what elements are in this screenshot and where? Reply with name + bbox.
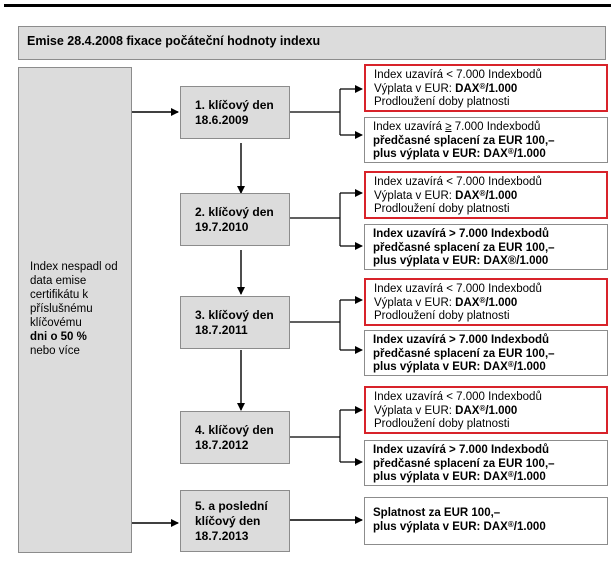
key-day-2: 2. klíčový den 19.7.2010	[180, 193, 290, 246]
condition-line: certifikátu k	[30, 289, 89, 301]
outcome-line: Index uzavírá ≥ 7.000 Indexbodů	[373, 121, 541, 133]
key-day-label: 4. klíčový den	[195, 423, 274, 437]
outcome-line: plus výplata v EUR: DAX®/1.000	[373, 147, 546, 161]
outcome-line: Index uzavírá > 7.000 Indexbodů	[373, 444, 550, 456]
outcome-above-kd1: Index uzavírá ≥ 7.000 Indexbodů předčasn…	[364, 117, 608, 163]
outcome-line: předčasné splacení za EUR 100,–	[373, 134, 555, 147]
outcome-line: Prodloužení doby platnosti	[374, 310, 510, 322]
outcome-line: Výplata v EUR: DAX®/1.000	[374, 188, 518, 202]
outcome-line: Index uzavírá < 7.000 Indexbodů	[374, 391, 542, 403]
key-day-date: 18.7.2013	[195, 529, 249, 543]
outcome-below-kd1: Index uzavírá < 7.000 Indexbodů Výplata …	[364, 64, 608, 112]
outcome-line: Index uzavírá < 7.000 Indexbodů	[374, 69, 542, 81]
outcome-line: plus výplata v EUR: DAX®/1.000	[373, 470, 546, 484]
key-day-label: 1. klíčový den	[195, 98, 274, 112]
condition-line: klíčovému	[30, 317, 82, 329]
outcome-line: Výplata v EUR: DAX®/1.000	[374, 295, 518, 309]
key-day-date: 19.7.2010	[195, 220, 249, 234]
key-day-1: 1. klíčový den 18.6.2009	[180, 86, 290, 139]
key-day-label: 3. klíčový den	[195, 308, 274, 322]
outcome-line: Prodloužení doby platnosti	[374, 203, 510, 215]
outcome-line: Výplata v EUR: DAX®/1.000	[374, 81, 518, 95]
outcome-line: předčasné splacení za EUR 100,–	[373, 457, 555, 470]
outcome-above-kd2: Index uzavírá > 7.000 Indexbodů předčasn…	[364, 224, 608, 270]
key-day-label: 2. klíčový den	[195, 205, 274, 219]
outcome-below-kd4: Index uzavírá < 7.000 Indexbodů Výplata …	[364, 386, 608, 434]
condition-line: data emise	[30, 275, 87, 287]
key-day-3: 3. klíčový den 18.7.2011	[180, 296, 290, 349]
outcome-line: předčasné splacení za EUR 100,–	[373, 241, 555, 254]
key-day-date: 18.7.2011	[195, 323, 248, 337]
outcome-line: Splatnost za EUR 100,–	[373, 507, 501, 519]
key-day-date: 18.7.2012	[195, 438, 249, 452]
outcome-above-kd4: Index uzavírá > 7.000 Indexbodů předčasn…	[364, 440, 608, 486]
condition-line: nebo více	[30, 345, 80, 357]
key-day-label: 5. a poslední	[195, 499, 268, 513]
condition-box: Index nespadl od data emise certifikátu …	[18, 67, 132, 553]
outcome-line: Výplata v EUR: DAX®/1.000	[374, 403, 518, 417]
outcome-line: plus výplata v EUR: DAX®/1.000	[373, 360, 546, 374]
key-day-label: klíčový den	[195, 514, 261, 528]
key-day-date: 18.6.2009	[195, 113, 249, 127]
condition-line: Index nespadl od	[30, 261, 118, 273]
outcome-below-kd2: Index uzavírá < 7.000 Indexbodů Výplata …	[364, 171, 608, 219]
outcome-above-kd3: Index uzavírá > 7.000 Indexbodů předčasn…	[364, 330, 608, 376]
outcome-line: plus výplata v EUR: DAX®/1.000	[373, 519, 546, 533]
outcome-line: Index uzavírá < 7.000 Indexbodů	[374, 283, 542, 295]
condition-line: dni o 50 %	[30, 331, 87, 343]
outcome-line: plus výplata v EUR: DAX®/1.000	[373, 255, 549, 267]
outcome-line: Index uzavírá < 7.000 Indexbodů	[374, 176, 542, 188]
outcome-line: Index uzavírá > 7.000 Indexbodů	[373, 228, 550, 240]
condition-line: příslušnému	[30, 303, 93, 315]
outcome-line: Prodloužení doby platnosti	[374, 418, 510, 430]
key-day-4: 4. klíčový den 18.7.2012	[180, 411, 290, 464]
outcome-final: Splatnost za EUR 100,– plus výplata v EU…	[364, 497, 608, 545]
outcome-line: Index uzavírá > 7.000 Indexbodů	[373, 334, 550, 346]
issue-header: Emise 28.4.2008 fixace počáteční hodnoty…	[18, 26, 606, 60]
key-day-5: 5. a poslední klíčový den 18.7.2013	[180, 490, 290, 552]
outcome-line: Prodloužení doby platnosti	[374, 96, 510, 108]
outcome-line: předčasné splacení za EUR 100,–	[373, 347, 555, 360]
top-rule	[4, 4, 611, 7]
outcome-below-kd3: Index uzavírá < 7.000 Indexbodů Výplata …	[364, 278, 608, 326]
